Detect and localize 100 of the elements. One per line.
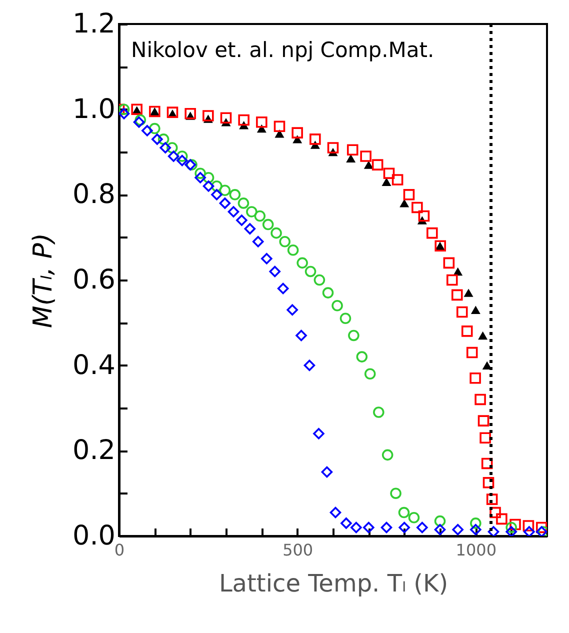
y-tick-label: 0.2 — [72, 435, 116, 466]
point — [176, 154, 188, 166]
point — [348, 330, 360, 342]
point — [470, 518, 482, 529]
point — [219, 198, 231, 209]
point — [470, 524, 482, 536]
point — [481, 458, 493, 470]
point — [158, 134, 170, 145]
point — [332, 300, 343, 312]
point — [202, 180, 214, 192]
point — [510, 518, 521, 530]
point — [202, 172, 214, 184]
point — [400, 199, 410, 208]
point — [236, 214, 248, 226]
point — [238, 198, 250, 209]
point — [524, 526, 535, 536]
y-tick-label: 0.6 — [72, 264, 116, 296]
point — [296, 257, 308, 269]
point — [270, 227, 282, 239]
x-tick-label: 500 — [282, 540, 314, 560]
y-tick-label: 0.0 — [72, 520, 116, 552]
point — [372, 159, 384, 170]
point — [383, 168, 395, 179]
point — [482, 361, 492, 370]
point — [229, 189, 241, 200]
point — [392, 174, 404, 186]
point — [452, 524, 464, 536]
point — [434, 524, 446, 536]
point — [262, 218, 274, 230]
point — [228, 206, 240, 218]
point — [382, 178, 392, 186]
point — [277, 282, 289, 294]
point — [274, 120, 286, 132]
point — [364, 368, 376, 380]
point — [166, 142, 178, 154]
point — [327, 142, 339, 154]
point — [506, 522, 517, 534]
point — [220, 112, 232, 124]
point — [434, 515, 446, 527]
point — [522, 520, 534, 532]
point — [296, 330, 307, 342]
point — [160, 142, 172, 154]
point — [382, 449, 394, 461]
y-axis-title: M(Tₗ, P) — [28, 232, 59, 328]
point — [412, 202, 423, 214]
point — [490, 506, 501, 518]
x-tick-label: 0 — [114, 540, 125, 560]
y-tick-label: 1.2 — [72, 8, 116, 40]
point — [464, 288, 474, 297]
x-axis-title: Lattice Temp. Tₗ (K) — [218, 570, 448, 598]
point — [416, 522, 428, 534]
point — [398, 506, 410, 518]
point — [261, 253, 272, 264]
point — [211, 189, 222, 200]
point — [506, 526, 517, 536]
point — [398, 522, 410, 534]
point — [451, 289, 463, 301]
point — [360, 150, 372, 162]
point — [292, 127, 303, 138]
point — [408, 512, 420, 524]
point — [287, 244, 299, 256]
point — [166, 106, 178, 118]
point — [536, 522, 547, 534]
point — [478, 415, 490, 426]
point — [246, 206, 258, 218]
point — [286, 304, 298, 316]
point — [119, 104, 130, 115]
point — [346, 154, 356, 163]
point — [446, 274, 458, 286]
point — [480, 432, 491, 444]
point — [443, 257, 455, 269]
point — [340, 312, 352, 324]
y-tick-label: 0.8 — [72, 179, 116, 210]
point — [470, 306, 480, 314]
point — [474, 394, 486, 406]
point — [461, 326, 473, 337]
point — [350, 522, 362, 534]
point — [313, 428, 324, 440]
point — [496, 513, 508, 525]
point — [152, 134, 163, 145]
point — [373, 406, 384, 418]
point — [131, 104, 142, 115]
point — [403, 189, 415, 200]
point — [456, 306, 468, 318]
point — [274, 130, 284, 138]
point — [478, 331, 488, 340]
point — [176, 150, 188, 162]
point — [142, 125, 153, 136]
point — [426, 227, 438, 239]
point — [330, 506, 342, 518]
point — [211, 180, 222, 192]
point — [254, 210, 266, 222]
point — [466, 346, 478, 358]
y-tick-label: 1.0 — [72, 94, 116, 125]
point — [390, 488, 402, 499]
annotation: Nikolov et. al. npj Comp.Mat. — [131, 38, 434, 62]
point — [202, 110, 214, 122]
point — [363, 522, 374, 534]
point — [346, 144, 358, 156]
point — [252, 236, 264, 248]
